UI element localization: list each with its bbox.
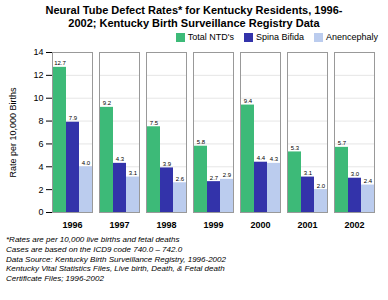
svg-text:6: 6	[38, 139, 43, 149]
html-text:Anencephaly: Anencephaly	[326, 32, 378, 43]
html-text:Cases are based on the ICD9 co: Cases are based on the ICD9 code 740.0 –…	[6, 245, 183, 254]
svg-text:3.0: 3.0	[351, 172, 360, 178]
html-text:Data Source: Kentucky Birth Su: Data Source: Kentucky Birth Surveillance…	[6, 254, 226, 264]
svg-text:2001: 2001	[297, 220, 317, 230]
svg-text:5.3: 5.3	[291, 145, 300, 151]
html-text:Spina Bifida: Spina Bifida	[255, 32, 304, 43]
svg-text:7.5: 7.5	[150, 120, 159, 126]
svg-text:9.4: 9.4	[244, 98, 253, 104]
svg-text:2.9: 2.9	[223, 173, 232, 179]
svg-text:Rate per 10,000 Births: Rate per 10,000 Births	[8, 87, 18, 178]
svg-text:12.7: 12.7	[54, 61, 66, 67]
svg-text:1996: 1996	[62, 220, 82, 230]
svg-text:1999: 1999	[203, 220, 223, 230]
svg-text:3.1: 3.1	[304, 170, 313, 176]
svg-text:10: 10	[33, 93, 43, 103]
svg-text:2.0: 2.0	[317, 183, 326, 189]
html-text:Certificate Files; 1996-2002: Certificate Files; 1996-2002	[6, 273, 104, 283]
svg-text:7.9: 7.9	[69, 116, 78, 122]
svg-text:0: 0	[38, 208, 43, 218]
svg-text:2: 2	[38, 185, 43, 195]
svg-text:3.9: 3.9	[163, 161, 172, 167]
svg-text:8: 8	[38, 116, 43, 126]
svg-text:5.8: 5.8	[197, 140, 206, 146]
svg-text:5.7: 5.7	[338, 141, 347, 147]
svg-text:1997: 1997	[109, 220, 129, 230]
html-text:*Rates are per 10,000 live bir: *Rates are per 10,000 live births and fe…	[6, 235, 180, 245]
svg-text:3.1: 3.1	[129, 170, 138, 176]
svg-text:4.3: 4.3	[116, 157, 125, 163]
svg-text:14: 14	[33, 48, 43, 58]
svg-text:4.0: 4.0	[82, 160, 91, 166]
svg-text:2002: 2002	[344, 220, 364, 230]
svg-text:4: 4	[38, 162, 43, 172]
svg-text:1998: 1998	[156, 220, 176, 230]
html-text:Kentucky Vital Statistics File: Kentucky Vital Statistics Files, Live bi…	[6, 264, 225, 274]
html-text:Total NTD's: Total NTD's	[187, 32, 234, 43]
svg-text:2.4: 2.4	[364, 178, 373, 184]
html-text:Neural Tube Defect Rates* for: Neural Tube Defect Rates* for Kentucky R…	[45, 4, 343, 30]
svg-text:2.7: 2.7	[210, 175, 219, 181]
svg-text:4.4: 4.4	[257, 156, 266, 162]
svg-text:9.2: 9.2	[103, 101, 112, 107]
svg-text:4.3: 4.3	[270, 157, 279, 163]
svg-text:12: 12	[33, 71, 43, 81]
svg-text:2000: 2000	[250, 220, 270, 230]
svg-text:2.6: 2.6	[176, 176, 185, 182]
